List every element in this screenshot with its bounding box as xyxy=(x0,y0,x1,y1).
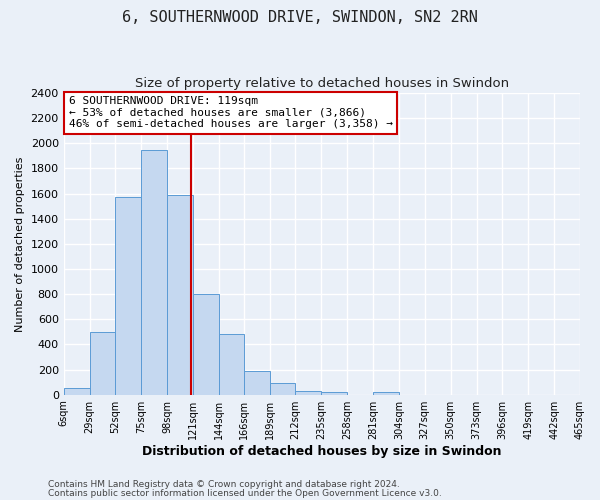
Text: Contains public sector information licensed under the Open Government Licence v3: Contains public sector information licen… xyxy=(48,488,442,498)
Bar xyxy=(373,392,399,394)
Bar xyxy=(141,150,167,394)
Y-axis label: Number of detached properties: Number of detached properties xyxy=(15,156,25,332)
Bar xyxy=(193,294,219,394)
Bar xyxy=(321,392,347,394)
Bar xyxy=(295,391,321,394)
Text: 6, SOUTHERNWOOD DRIVE, SWINDON, SN2 2RN: 6, SOUTHERNWOOD DRIVE, SWINDON, SN2 2RN xyxy=(122,10,478,25)
Bar xyxy=(269,384,295,394)
Text: 6 SOUTHERNWOOD DRIVE: 119sqm
← 53% of detached houses are smaller (3,866)
46% of: 6 SOUTHERNWOOD DRIVE: 119sqm ← 53% of de… xyxy=(69,96,393,130)
Bar xyxy=(219,334,244,394)
Bar xyxy=(89,332,115,394)
Bar xyxy=(115,196,141,394)
Bar xyxy=(167,195,193,394)
Text: Contains HM Land Registry data © Crown copyright and database right 2024.: Contains HM Land Registry data © Crown c… xyxy=(48,480,400,489)
X-axis label: Distribution of detached houses by size in Swindon: Distribution of detached houses by size … xyxy=(142,444,502,458)
Title: Size of property relative to detached houses in Swindon: Size of property relative to detached ho… xyxy=(135,78,509,90)
Bar xyxy=(244,371,269,394)
Bar xyxy=(64,388,89,394)
